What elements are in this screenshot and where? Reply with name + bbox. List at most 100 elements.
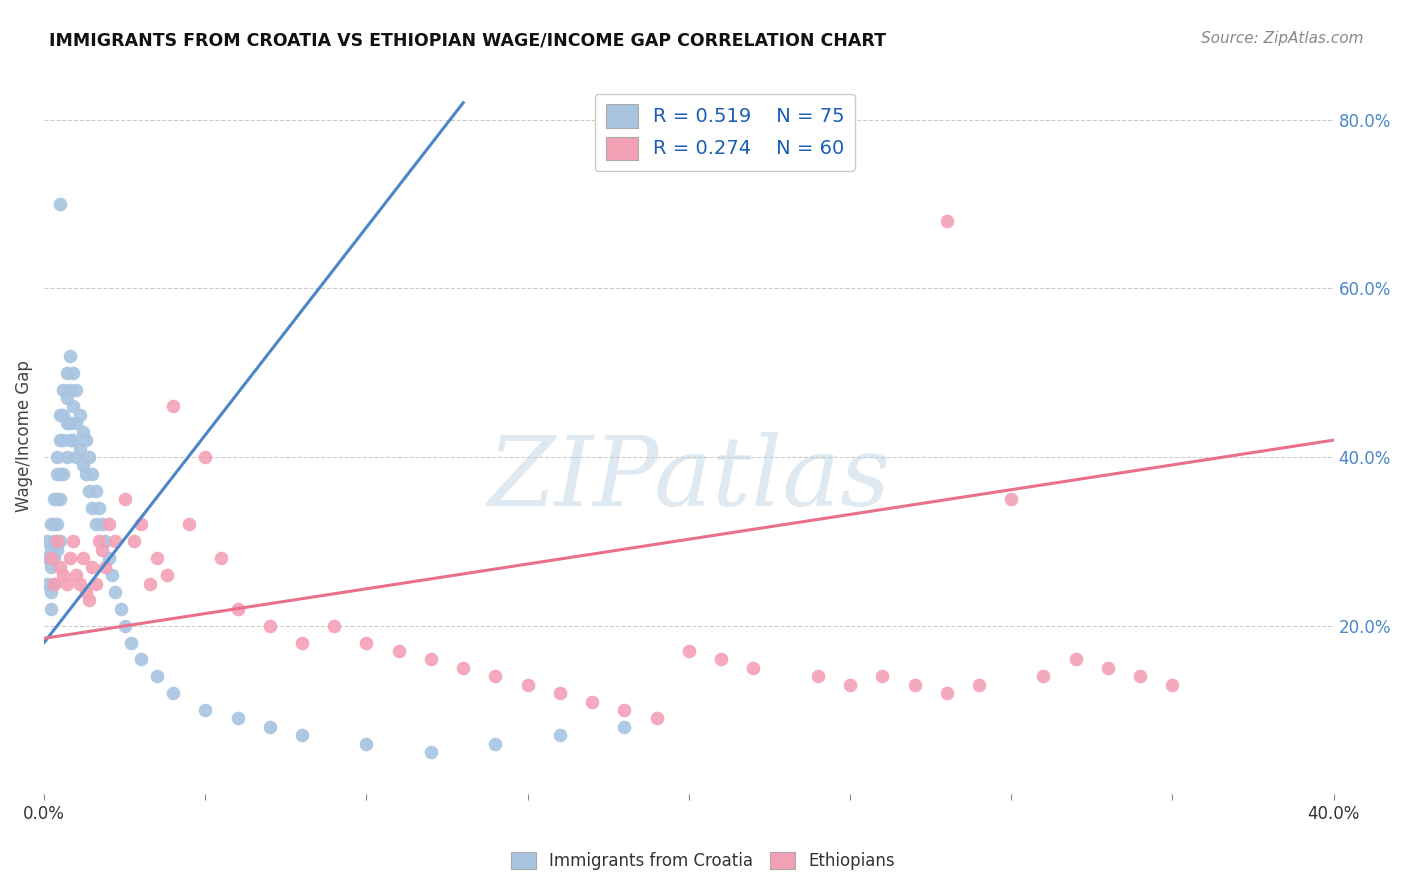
Point: [259, 618, 281, 632]
Point: [77, 593, 100, 607]
Point: [1129, 669, 1152, 683]
Point: [114, 492, 136, 507]
Point: [62, 534, 84, 549]
Point: [42, 517, 65, 532]
Point: [55, 450, 77, 464]
Point: [484, 669, 506, 683]
Point: [49, 433, 72, 447]
Text: Source: ZipAtlas.com: Source: ZipAtlas.com: [1201, 31, 1364, 46]
Point: [516, 678, 538, 692]
Point: [356, 737, 378, 751]
Point: [484, 737, 506, 751]
Point: [42, 576, 65, 591]
Point: [323, 618, 346, 632]
Point: [97, 551, 120, 566]
Point: [104, 585, 127, 599]
Legend: Immigrants from Croatia, Ethiopians: Immigrants from Croatia, Ethiopians: [505, 845, 901, 877]
Point: [84, 483, 107, 498]
Point: [49, 197, 72, 211]
Point: [97, 517, 120, 532]
Point: [110, 602, 132, 616]
Point: [291, 635, 314, 649]
Point: [77, 483, 100, 498]
Point: [388, 644, 411, 658]
Point: [52, 467, 75, 481]
Point: [49, 559, 72, 574]
Point: [209, 551, 232, 566]
Point: [451, 661, 474, 675]
Point: [872, 669, 894, 683]
Point: [226, 602, 249, 616]
Point: [59, 383, 82, 397]
Point: [91, 542, 114, 557]
Point: [645, 711, 668, 725]
Point: [42, 576, 65, 591]
Point: [1161, 678, 1184, 692]
Point: [613, 703, 636, 717]
Point: [52, 408, 75, 422]
Point: [94, 534, 117, 549]
Point: [420, 745, 443, 759]
Point: [49, 534, 72, 549]
Point: [39, 602, 62, 616]
Point: [75, 467, 97, 481]
Point: [65, 416, 87, 430]
Point: [84, 517, 107, 532]
Point: [72, 425, 94, 439]
Point: [1000, 492, 1022, 507]
Point: [807, 669, 830, 683]
Point: [37, 534, 59, 549]
Point: [1097, 661, 1119, 675]
Point: [613, 720, 636, 734]
Point: [82, 559, 104, 574]
Point: [162, 686, 184, 700]
Point: [39, 585, 62, 599]
Point: [69, 576, 91, 591]
Point: [742, 661, 765, 675]
Point: [59, 416, 82, 430]
Point: [967, 678, 990, 692]
Point: [84, 576, 107, 591]
Point: [59, 349, 82, 363]
Point: [77, 450, 100, 464]
Point: [903, 678, 925, 692]
Point: [87, 500, 110, 515]
Point: [101, 568, 124, 582]
Point: [52, 383, 75, 397]
Point: [62, 433, 84, 447]
Point: [82, 500, 104, 515]
Point: [139, 576, 162, 591]
Point: [420, 652, 443, 666]
Point: [42, 551, 65, 566]
Point: [935, 686, 957, 700]
Point: [39, 559, 62, 574]
Point: [69, 442, 91, 456]
Point: [55, 576, 77, 591]
Point: [678, 644, 700, 658]
Text: IMMIGRANTS FROM CROATIA VS ETHIOPIAN WAGE/INCOME GAP CORRELATION CHART: IMMIGRANTS FROM CROATIA VS ETHIOPIAN WAG…: [49, 31, 886, 49]
Point: [42, 492, 65, 507]
Point: [49, 492, 72, 507]
Y-axis label: Wage/Income Gap: Wage/Income Gap: [15, 360, 32, 512]
Point: [69, 408, 91, 422]
Point: [194, 703, 217, 717]
Point: [146, 669, 169, 683]
Point: [62, 400, 84, 414]
Point: [259, 720, 281, 734]
Point: [49, 408, 72, 422]
Point: [129, 517, 152, 532]
Point: [65, 383, 87, 397]
Point: [129, 652, 152, 666]
Point: [46, 467, 69, 481]
Point: [46, 542, 69, 557]
Point: [37, 551, 59, 566]
Point: [356, 635, 378, 649]
Point: [82, 467, 104, 481]
Point: [548, 728, 571, 742]
Legend: R = 0.519    N = 75, R = 0.274    N = 60: R = 0.519 N = 75, R = 0.274 N = 60: [595, 94, 855, 170]
Point: [87, 534, 110, 549]
Point: [46, 534, 69, 549]
Point: [291, 728, 314, 742]
Point: [59, 551, 82, 566]
Point: [49, 467, 72, 481]
